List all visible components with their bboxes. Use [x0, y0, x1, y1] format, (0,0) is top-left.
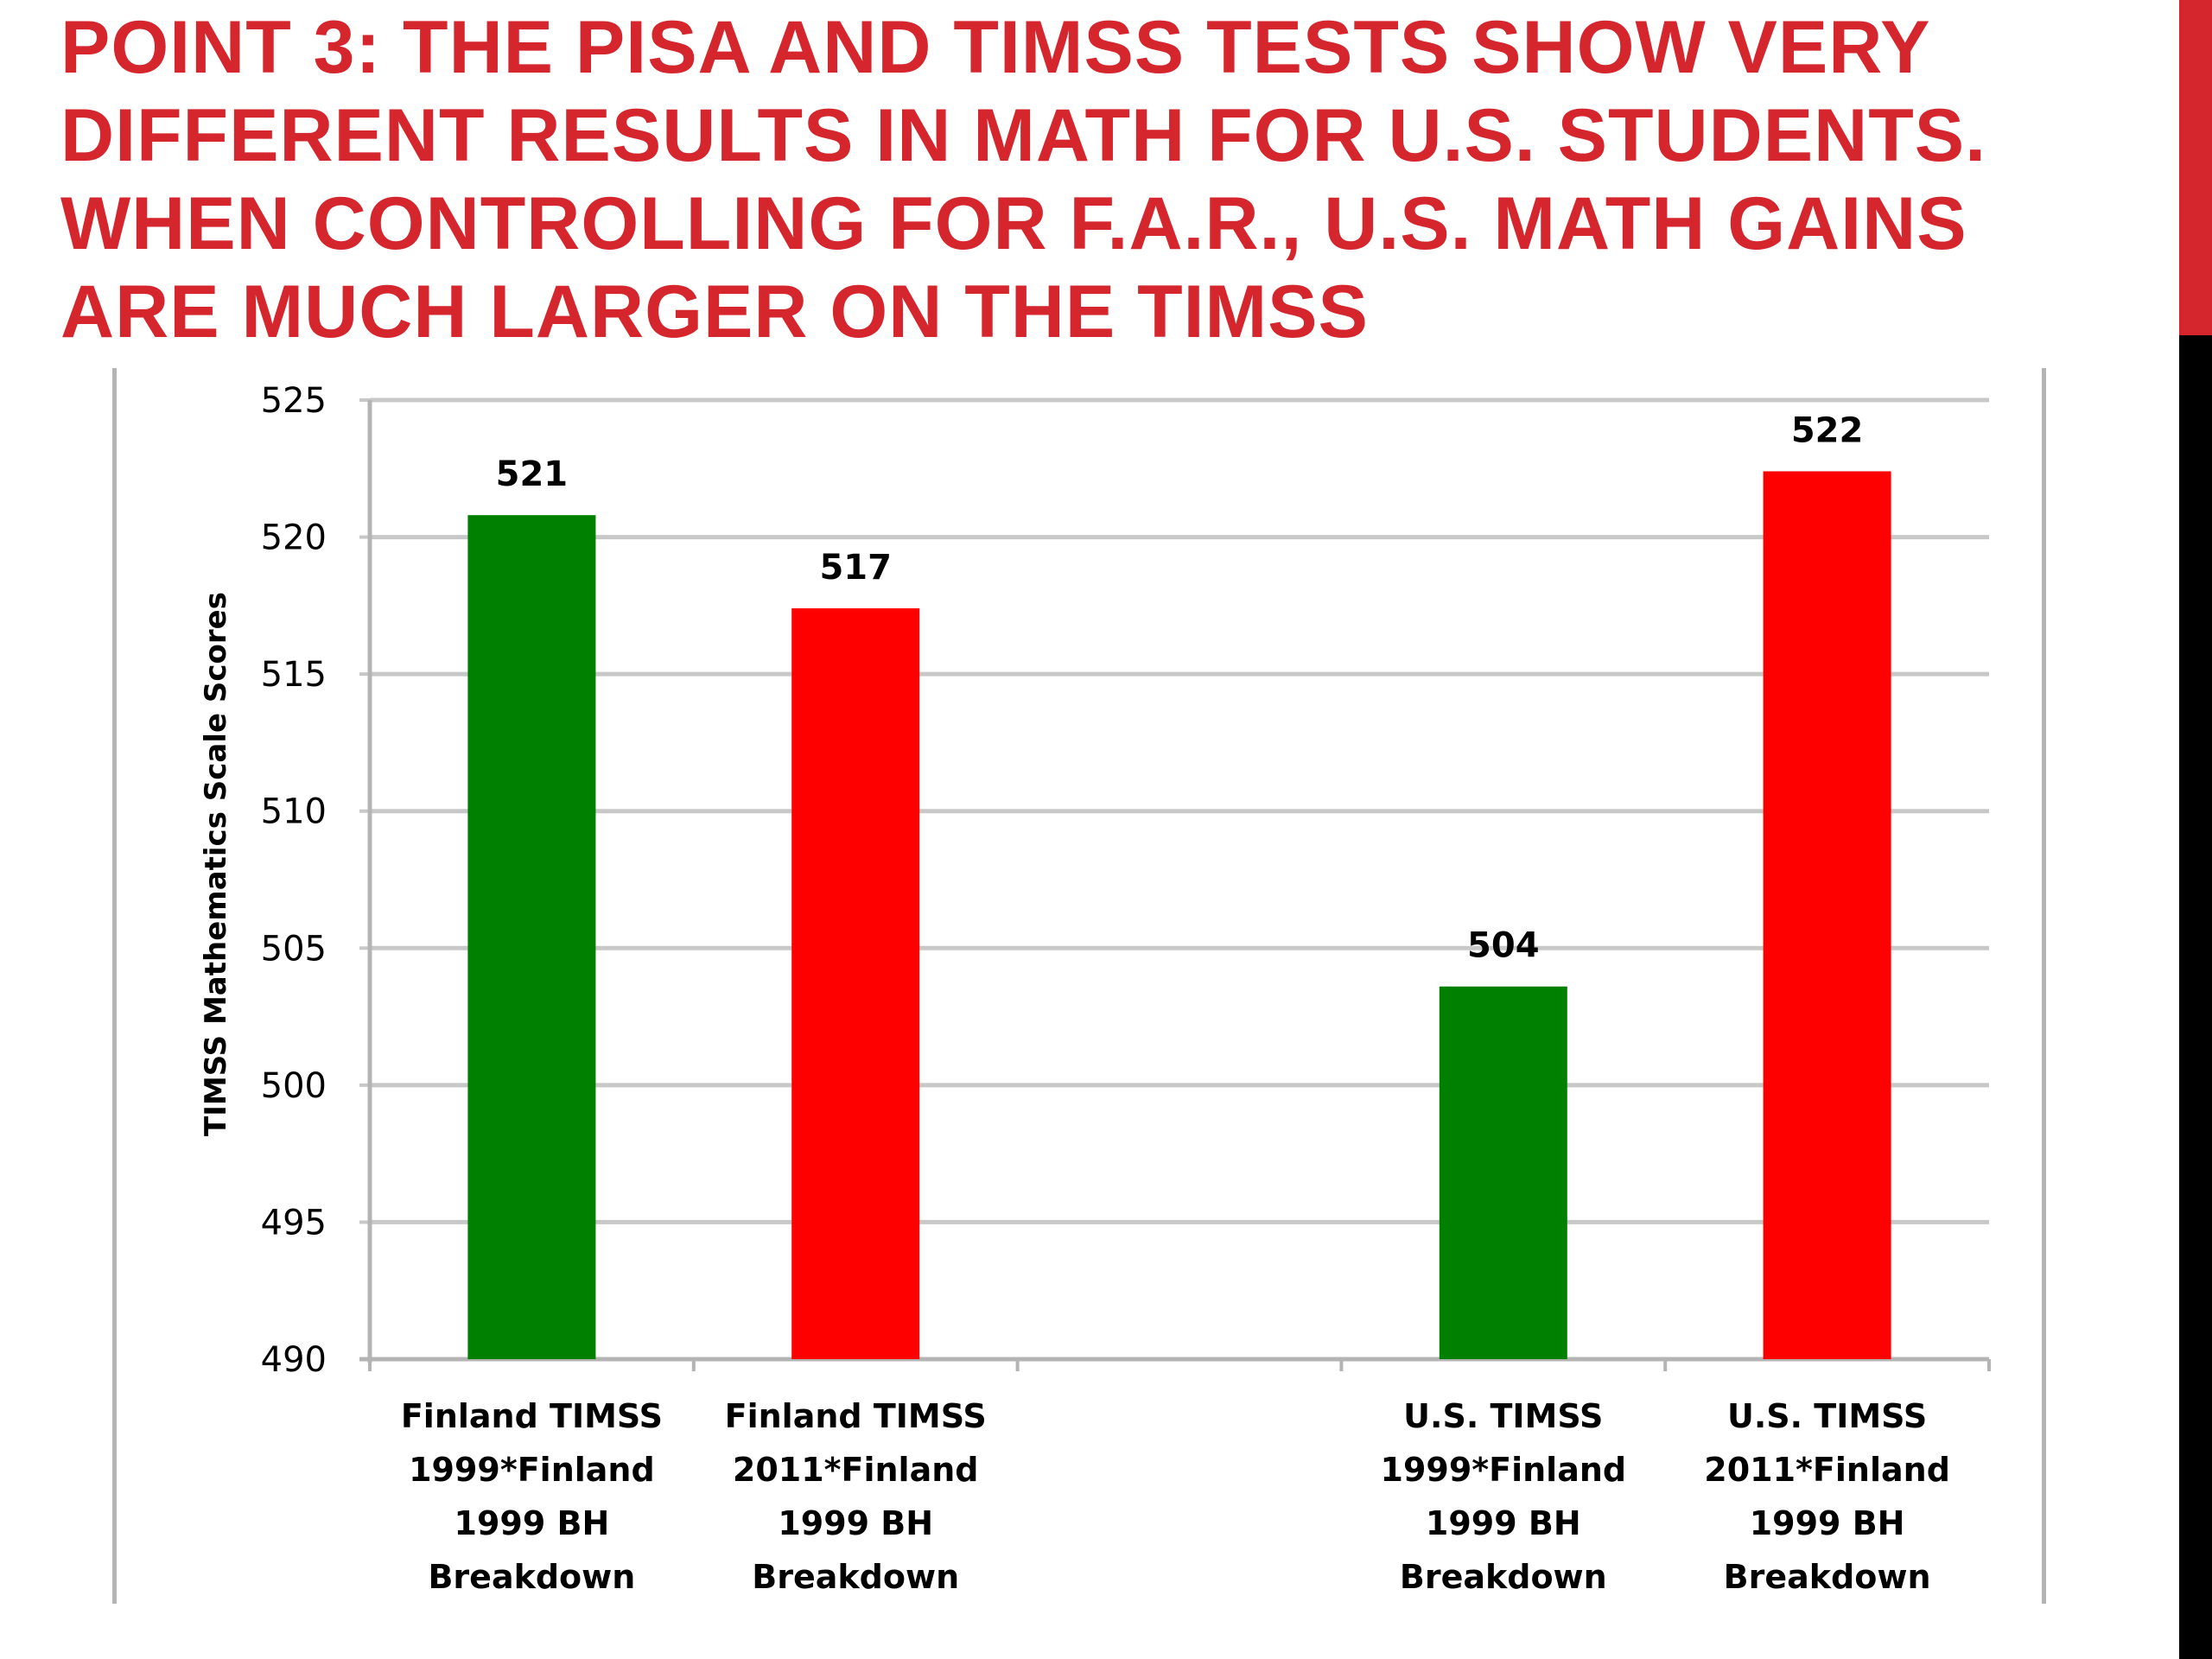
bar [467, 515, 596, 1359]
data-label: 521 [496, 454, 569, 494]
x-tick-label: Breakdown [1400, 1558, 1607, 1596]
slide-title-line-1: Point 3: The PISA and TIMSS tests show v… [60, 6, 1931, 89]
data-label: 517 [819, 548, 892, 588]
x-tick-label: U.S. TIMSS [1727, 1397, 1927, 1435]
y-tick-label: 490 [261, 1340, 327, 1380]
y-axis-label: TIMSS Mathematics Scale Scores [199, 592, 233, 1136]
x-tick-label: 1999 BH [778, 1504, 933, 1542]
slide-title-line-3: When controlling for F.A.R., U.S. math g… [60, 182, 1967, 265]
bar [791, 608, 920, 1359]
y-tick-label: 525 [261, 381, 327, 421]
accent-bar-red [2179, 0, 2212, 335]
x-tick-label: Breakdown [752, 1558, 959, 1596]
x-tick-label: Breakdown [428, 1558, 635, 1596]
y-tick-label: 515 [261, 655, 327, 695]
y-tick-label: 505 [261, 929, 327, 969]
accent-bar-black [2179, 335, 2212, 1659]
x-tick-label: 2011*Finland [1704, 1451, 1950, 1489]
y-tick-label: 500 [261, 1066, 327, 1106]
slide-title-line-4: are much larger on the TIMSS [60, 270, 1369, 353]
chart-frame-left [112, 368, 117, 1604]
bar [1763, 471, 1891, 1359]
y-tick-label: 495 [261, 1203, 327, 1243]
data-label: 504 [1467, 926, 1540, 966]
y-tick-label: 520 [261, 518, 327, 558]
x-tick-label: 1999 BH [454, 1504, 610, 1542]
x-tick-label: Finland TIMSS [401, 1397, 663, 1435]
data-label: 522 [1791, 410, 1864, 450]
slide-title: Point 3: The PISA and TIMSS tests show v… [60, 3, 2134, 356]
chart-frame-right [2042, 368, 2046, 1604]
y-tick-label: 510 [261, 792, 327, 832]
x-tick-label: 2011*Finland [733, 1451, 979, 1489]
slide-title-line-2: different results in math for U.S. stude… [60, 94, 1987, 177]
x-tick-label: Finland TIMSS [725, 1397, 987, 1435]
x-tick-label: 1999*Finland [409, 1451, 655, 1489]
x-tick-label: Breakdown [1724, 1558, 1931, 1596]
x-tick-label: U.S. TIMSS [1403, 1397, 1603, 1435]
bar [1439, 986, 1567, 1359]
x-tick-label: 1999 BH [1426, 1504, 1581, 1542]
x-tick-label: 1999 BH [1750, 1504, 1905, 1542]
x-tick-label: 1999*Finland [1381, 1451, 1627, 1489]
